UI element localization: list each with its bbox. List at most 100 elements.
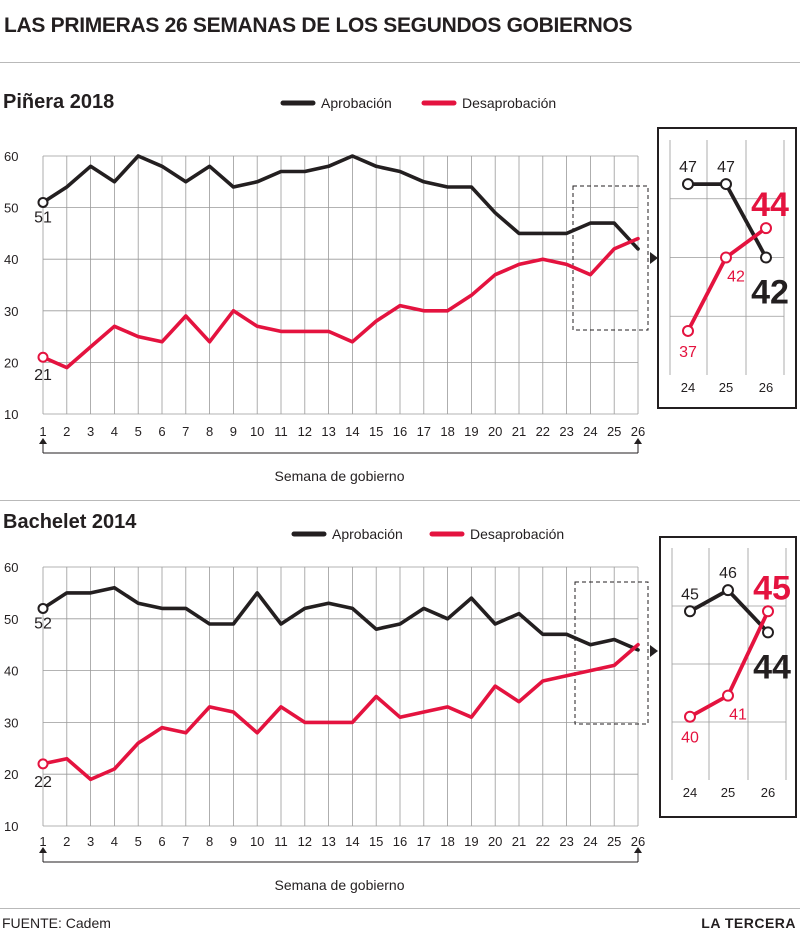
panel-title: Bachelet 2014 (3, 511, 137, 533)
zoom-disapproval-label: 41 (729, 707, 747, 724)
x-tick-label: 25 (607, 834, 621, 849)
x-tick-label: 4 (111, 424, 118, 439)
x-tick-label: 19 (464, 834, 478, 849)
week-range-bracket (39, 847, 642, 863)
x-tick-label: 2 (63, 424, 70, 439)
zoom-approval-label: 46 (719, 565, 737, 582)
x-tick-label: 1 (39, 424, 46, 439)
x-tick-label: 3 (87, 834, 94, 849)
zoom-approval-label: 47 (717, 159, 735, 176)
series-start-point (37, 602, 49, 614)
x-tick-label: 12 (298, 834, 312, 849)
x-tick-label: 7 (182, 834, 189, 849)
zoom-week-label: 26 (759, 380, 773, 395)
panel-title: Piñera 2018 (3, 91, 114, 113)
zoom-approval-label: 45 (681, 586, 699, 603)
y-tick-label: 20 (4, 355, 18, 370)
zoom-point (720, 178, 732, 191)
series-start-point (37, 758, 49, 770)
zoom-arrow-icon (650, 252, 658, 264)
x-tick-label: 10 (250, 424, 264, 439)
x-tick-label: 13 (321, 424, 335, 439)
y-tick-label: 60 (4, 149, 18, 164)
start-value-label: 22 (34, 774, 52, 791)
y-tick-label: 10 (4, 407, 18, 422)
y-tick-label: 20 (4, 767, 18, 782)
zoom-week-label: 25 (721, 785, 735, 800)
series-line-approval (41, 154, 640, 251)
section-divider (0, 500, 800, 501)
zoom-point (762, 605, 774, 618)
zoom-point (684, 710, 696, 723)
x-tick-label: 20 (488, 834, 502, 849)
x-tick-label: 21 (512, 834, 526, 849)
source-note: FUENTE: Cadem (2, 915, 111, 931)
chart-panel-1: Piñera 2018 Aprobación Desaprobación 10 20 30… (3, 91, 797, 484)
chart-panel-2: Bachelet 2014 Aprobación Desaprobación 10 20… (3, 511, 797, 893)
zoom-inset: 24 25 26 47 47 42 37 42 44 (657, 127, 797, 409)
x-tick-label: 22 (536, 834, 550, 849)
x-tick-label: 24 (583, 424, 597, 439)
publisher-brand: LA TERCERA (701, 915, 796, 931)
x-tick-label: 4 (111, 834, 118, 849)
x-tick-label: 6 (158, 834, 165, 849)
x-tick-label: 15 (369, 834, 383, 849)
x-tick-label: 5 (135, 834, 142, 849)
y-tick-label: 60 (4, 560, 18, 575)
x-tick-label: 3 (87, 424, 94, 439)
x-tick-label: 15 (369, 424, 383, 439)
y-tick-label: 50 (4, 201, 18, 216)
x-tick-label: 18 (440, 834, 454, 849)
x-tick-label: 25 (607, 424, 621, 439)
x-tick-label: 19 (464, 424, 478, 439)
start-value-label: 51 (34, 209, 52, 226)
y-tick-label: 40 (4, 664, 18, 679)
x-tick-label: 20 (488, 424, 502, 439)
x-tick-label: 9 (230, 424, 237, 439)
x-tick-label: 11 (274, 834, 288, 849)
x-tick-label: 5 (135, 424, 142, 439)
x-tick-label: 14 (345, 834, 359, 849)
x-tick-label: 6 (158, 424, 165, 439)
zoom-point (722, 689, 734, 702)
zoom-week-label: 24 (683, 785, 697, 800)
zoom-point (722, 584, 734, 597)
x-tick-label: 2 (63, 834, 70, 849)
series-line-disapproval (41, 236, 640, 370)
x-tick-label: 21 (512, 424, 526, 439)
x-tick-label: 22 (536, 424, 550, 439)
legend-label-approval: Aprobación (332, 526, 403, 542)
legend-label-disapproval: Desaprobación (462, 95, 556, 111)
zoom-point (682, 324, 694, 337)
zoom-disapproval-final-label: 45 (753, 569, 791, 607)
x-tick-label: 23 (559, 834, 573, 849)
y-tick-label: 30 (4, 304, 18, 319)
footer-divider (0, 908, 800, 909)
series-start-point (37, 351, 49, 363)
x-tick-label: 11 (274, 424, 288, 439)
start-value-label: 52 (34, 615, 52, 632)
series-line-disapproval (41, 642, 640, 782)
x-tick-label: 23 (559, 424, 573, 439)
zoom-approval-final-label: 42 (751, 274, 789, 312)
zoom-frame (659, 536, 797, 818)
legend-label-disapproval: Desaprobación (470, 526, 564, 542)
zoom-disapproval-label: 42 (727, 269, 745, 286)
x-axis-title: Semana de gobierno (275, 468, 405, 484)
zoom-inset: 24 25 26 45 46 44 40 41 45 (659, 536, 797, 818)
series-start-point (37, 196, 49, 208)
zoom-point (760, 222, 772, 235)
week-range-bracket (39, 438, 642, 454)
zoom-disapproval-label: 40 (681, 730, 699, 747)
zoom-highlight-box (572, 185, 649, 331)
zoom-arrow-icon (650, 645, 658, 657)
x-tick-label: 8 (206, 834, 213, 849)
zoom-point (762, 626, 774, 639)
x-tick-label: 26 (631, 424, 645, 439)
x-tick-label: 10 (250, 834, 264, 849)
x-tick-label: 13 (321, 834, 335, 849)
y-tick-label: 50 (4, 612, 18, 627)
zoom-approval-label: 47 (679, 159, 697, 176)
zoom-highlight-box (574, 581, 649, 725)
